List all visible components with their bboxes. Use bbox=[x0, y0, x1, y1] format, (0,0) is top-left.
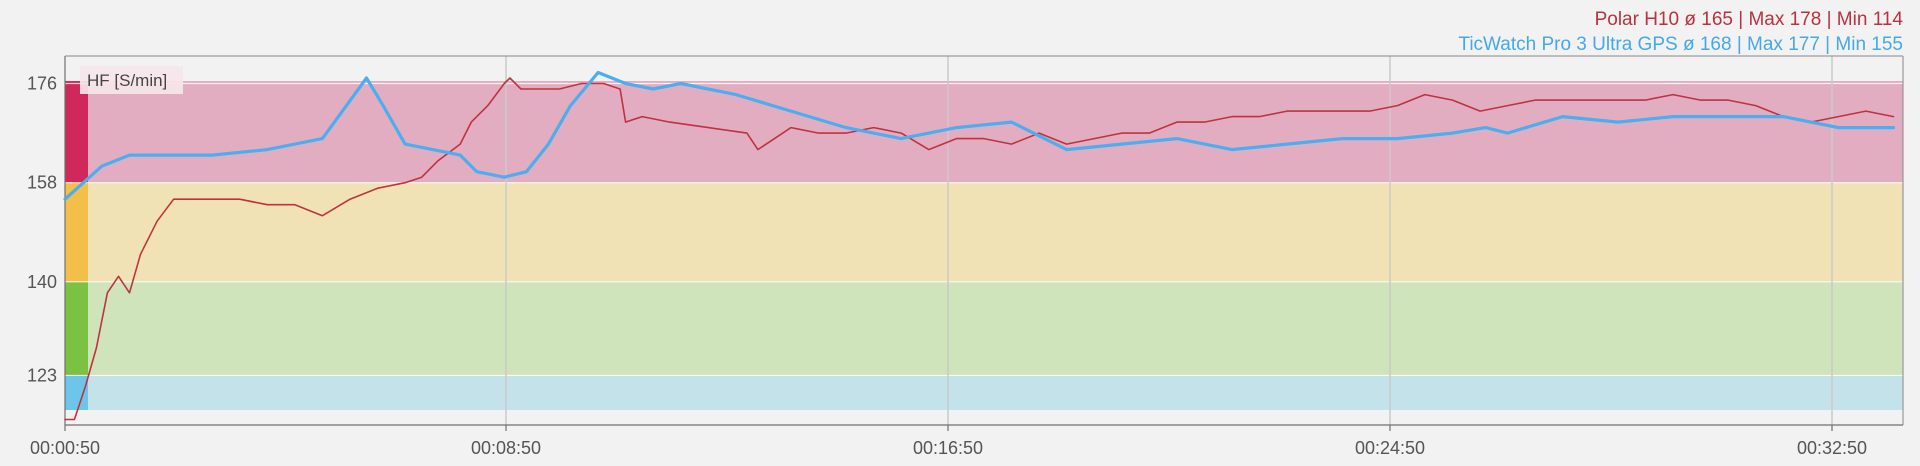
x-tick-label: 00:16:50 bbox=[913, 438, 983, 458]
ylabel-box bbox=[80, 66, 183, 94]
series-ticwatch-line bbox=[63, 70, 1896, 201]
zone-bar-red bbox=[65, 81, 88, 183]
y-tick-label: 176 bbox=[27, 74, 57, 94]
y-tick-label: 123 bbox=[27, 365, 57, 385]
zone-bar-yellow bbox=[65, 182, 88, 282]
zone-green bbox=[65, 281, 1903, 376]
y-tick-label: 140 bbox=[27, 272, 57, 292]
zone-red bbox=[65, 81, 1903, 183]
series-polar-line bbox=[64, 77, 1895, 421]
x-tick-label: 00:00:50 bbox=[30, 438, 100, 458]
legend-ticwatch: TicWatch Pro 3 Ultra GPS ø 168 | Max 177… bbox=[1458, 34, 1903, 55]
x-tick-label: 00:08:50 bbox=[471, 438, 541, 458]
x-tick-label: 00:32:50 bbox=[1797, 438, 1867, 458]
y-axis-label: HF [S/min] bbox=[87, 71, 167, 90]
chart-legend: Polar H10 ø 165 | Max 178 | Min 114 TicW… bbox=[1458, 7, 1903, 57]
zone-blue bbox=[65, 375, 1903, 410]
zone-bar-green bbox=[65, 281, 88, 376]
x-tick-label: 00:24:50 bbox=[1355, 438, 1425, 458]
y-tick-label: 158 bbox=[27, 173, 57, 193]
zone-bar-blue bbox=[65, 375, 88, 410]
zone-yellow bbox=[65, 182, 1903, 282]
legend-polar: Polar H10 ø 165 | Max 178 | Min 114 bbox=[1594, 9, 1903, 30]
